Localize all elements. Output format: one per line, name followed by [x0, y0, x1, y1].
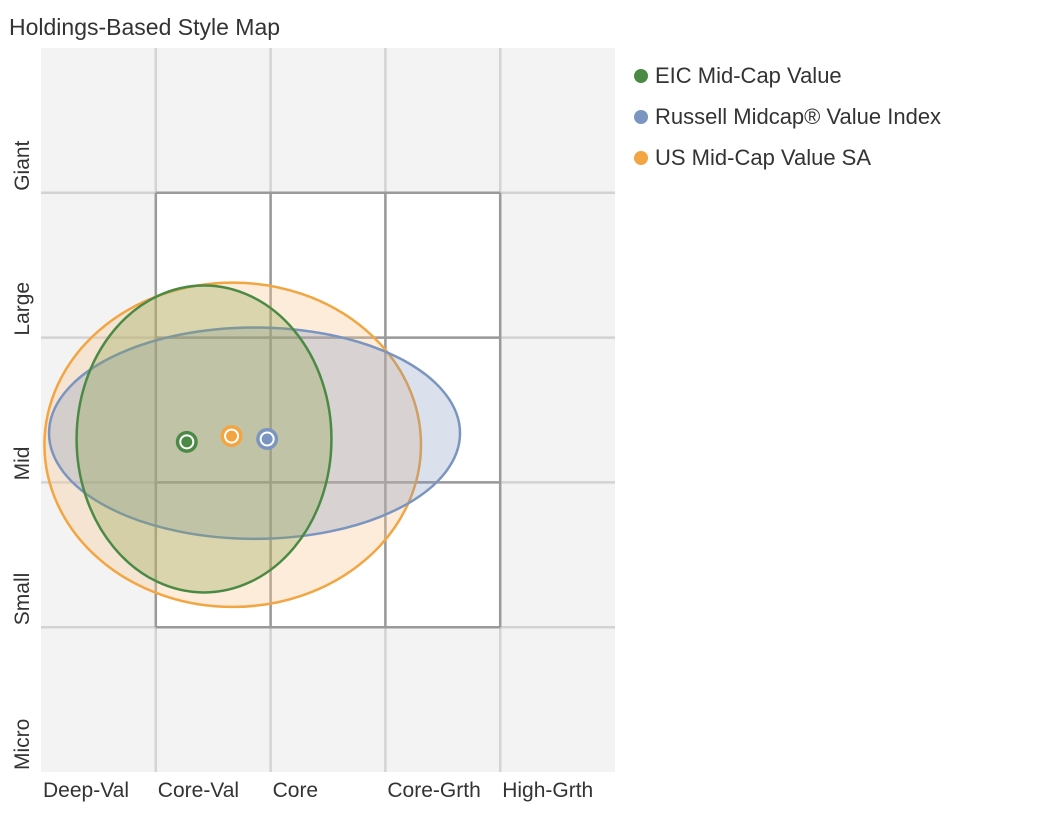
legend-marker	[634, 68, 648, 83]
ellipse-1	[47, 326, 462, 541]
centroid-marker-0	[175, 430, 198, 453]
y-axis-label: Small	[11, 573, 34, 626]
ellipse-0	[75, 284, 333, 594]
legend-label: US Mid-Cap Value SA	[655, 144, 872, 170]
x-axis-label: Core-Val	[158, 779, 239, 802]
y-axis-label: Mid	[11, 447, 34, 481]
x-axis-label: High-Grth	[502, 779, 593, 802]
x-axis-label: Core	[273, 779, 319, 802]
legend-item-eic-mid-cap-value[interactable]: EIC Mid-Cap Value	[634, 55, 941, 96]
y-axis-label: Micro	[11, 719, 34, 770]
centroid-marker-1	[256, 427, 279, 450]
chart-title: Holdings-Based Style Map	[9, 14, 281, 40]
legend-marker	[634, 109, 648, 124]
y-axis-label: Large	[11, 282, 34, 336]
y-axis-label: Giant	[11, 140, 34, 190]
centroid-ring-1	[259, 431, 275, 447]
centroid-marker-2	[220, 425, 243, 448]
legend-label: Russell Midcap® Value Index	[655, 103, 942, 129]
legend-marker	[634, 150, 648, 165]
centroid-ring-2	[224, 428, 240, 444]
x-axis-label: Core-Grth	[387, 779, 480, 802]
legend-item-us-mid-cap-value-sa[interactable]: US Mid-Cap Value SA	[634, 137, 941, 178]
centroid-ring-0	[179, 434, 195, 450]
legend-item-russell-midcap-value-index[interactable]: Russell Midcap® Value Index	[634, 96, 941, 137]
legend: EIC Mid-Cap Value Russell Midcap® Value …	[634, 55, 941, 178]
x-axis-label: Deep-Val	[43, 779, 129, 802]
legend-label: EIC Mid-Cap Value	[655, 62, 842, 88]
